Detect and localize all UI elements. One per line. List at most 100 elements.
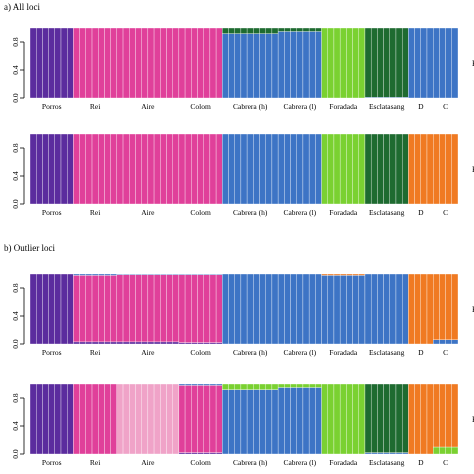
bar-segment-cluster-3 <box>370 273 378 345</box>
bar-segment-cluster-3 <box>352 275 359 345</box>
population-label: Foradada <box>329 208 358 217</box>
bar-segment-cluster-3 <box>110 273 118 276</box>
bar-segment-cluster-3 <box>79 273 86 276</box>
bar-segment-cluster-2 <box>79 275 86 343</box>
population-label: Aire <box>141 102 155 111</box>
bar-segment-cluster-1 <box>60 133 68 205</box>
bar-segment-cluster-3 <box>364 273 372 345</box>
bar-segment-cluster-4 <box>302 387 310 455</box>
bar-segment-cluster-2 <box>85 133 93 205</box>
bar-segment-cluster-3 <box>104 273 111 276</box>
bar-segment-cluster-3 <box>395 273 403 345</box>
bar-segment-cluster-1 <box>209 452 217 455</box>
bar-segment-cluster-2 <box>91 383 99 455</box>
bar-segment-cluster-1 <box>36 273 43 345</box>
bar-segment-cluster-1 <box>110 341 118 345</box>
y-tick-label: 0.4 <box>11 171 20 181</box>
bar-segment-cluster-3 <box>172 383 180 455</box>
section-title-outlier-loci: b) Outlier loci <box>4 243 55 253</box>
bar-segment-cluster-3 <box>91 273 99 276</box>
bar-segment-cluster-1 <box>160 341 167 345</box>
bar-segment-cluster-2 <box>203 133 211 205</box>
bar-segment-cluster-3 <box>308 133 316 205</box>
bar-segment-cluster-5 <box>339 27 347 99</box>
bar-segment-cluster-5 <box>364 133 372 205</box>
bar-segment-cluster-2 <box>116 27 124 99</box>
bar-segment-cluster-3 <box>420 27 428 99</box>
population-label: Cabrera (h) <box>233 102 268 111</box>
bar-segment-cluster-3 <box>358 275 366 345</box>
bar-segment-cluster-6 <box>408 133 415 205</box>
bar-segment-cluster-4 <box>358 133 366 205</box>
bar-segment-cluster-5 <box>352 383 359 455</box>
bar-segment-cluster-2 <box>197 274 204 343</box>
bar-segment-cluster-2 <box>85 275 93 343</box>
bar-segment-cluster-1 <box>48 133 55 205</box>
population-label: Rei <box>90 208 100 217</box>
bar-segment-cluster-5 <box>240 383 248 390</box>
population-label: Porros <box>42 208 62 217</box>
bar-segment-cluster-2 <box>153 27 161 99</box>
population-label: Esclatasang <box>369 102 405 111</box>
bar-segment-cluster-4 <box>439 273 446 340</box>
bar-segment-cluster-1 <box>215 452 223 455</box>
bar-segment-cluster-5 <box>433 446 440 455</box>
bar-segment-cluster-4 <box>377 452 384 455</box>
bar-segment-cluster-3 <box>451 339 459 345</box>
y-tick-label: 0.8 <box>11 143 20 153</box>
bar-segment-cluster-3 <box>135 383 142 455</box>
bar-segment-cluster-2 <box>153 133 161 205</box>
bar-segment-cluster-2 <box>91 27 99 99</box>
bar-segment-cluster-1 <box>60 27 68 99</box>
bar-segment-cluster-1 <box>141 341 149 345</box>
bar-segment-cluster-5 <box>296 383 304 388</box>
bar-segment-cluster-3 <box>426 27 434 99</box>
population-label: Porros <box>42 102 62 111</box>
bar-segment-cluster-1 <box>67 27 74 99</box>
bar-segment-cluster-2 <box>215 274 223 343</box>
bar-segment-cluster-5 <box>327 383 335 455</box>
bar-segment-cluster-4 <box>321 273 328 276</box>
bar-segment-cluster-4 <box>352 273 359 276</box>
bar-segment-cluster-3 <box>265 133 273 205</box>
bar-segment-cluster-4 <box>240 389 248 455</box>
bar-segment-cluster-3 <box>302 31 310 99</box>
bar-segment-cluster-3 <box>259 33 266 99</box>
bar-segment-cluster-4 <box>426 273 434 345</box>
bar-segment-cluster-1 <box>48 273 55 345</box>
bar-segment-cluster-4 <box>370 27 378 98</box>
bar-segment-cluster-1 <box>60 383 68 455</box>
bar-segment-cluster-4 <box>259 389 266 455</box>
population-label: D <box>418 348 424 357</box>
bar-segment-cluster-2 <box>153 274 161 343</box>
bar-segment-cluster-1 <box>209 342 217 345</box>
bar-segment-cluster-4 <box>395 27 403 98</box>
bar-segment-cluster-2 <box>122 133 130 205</box>
bar-segment-cluster-2 <box>122 27 130 99</box>
bar-segment-cluster-4 <box>364 27 372 98</box>
bar-segment-cluster-1 <box>178 342 186 345</box>
bar-segment-cluster-6 <box>426 133 434 205</box>
bar-segment-cluster-1 <box>153 341 161 345</box>
bar-segment-cluster-2 <box>73 27 80 99</box>
bar-segment-cluster-4 <box>308 27 316 32</box>
bar-segment-cluster-3 <box>321 275 328 345</box>
bar-segment-cluster-3 <box>228 33 235 99</box>
bar-segment-cluster-3 <box>271 273 279 345</box>
bar-segment-cluster-2 <box>141 27 149 99</box>
bar-segment-cluster-2 <box>147 274 155 343</box>
bar-segment-cluster-3 <box>178 273 186 275</box>
bar-segment-cluster-4 <box>346 273 353 276</box>
bar-segment-cluster-4 <box>377 27 384 98</box>
bar-segment-cluster-2 <box>147 27 155 99</box>
bar-segment-cluster-3 <box>439 27 446 99</box>
population-label: Esclatasang <box>369 348 405 357</box>
bar-segment-cluster-5 <box>333 383 341 455</box>
bar-segment-cluster-3 <box>414 27 421 99</box>
bar-segment-cluster-3 <box>259 273 266 345</box>
population-label: Colom <box>190 348 211 357</box>
bar-segment-cluster-4 <box>401 27 409 98</box>
bar-segment-cluster-3 <box>240 273 248 345</box>
bar-segment-cluster-4 <box>290 27 297 32</box>
